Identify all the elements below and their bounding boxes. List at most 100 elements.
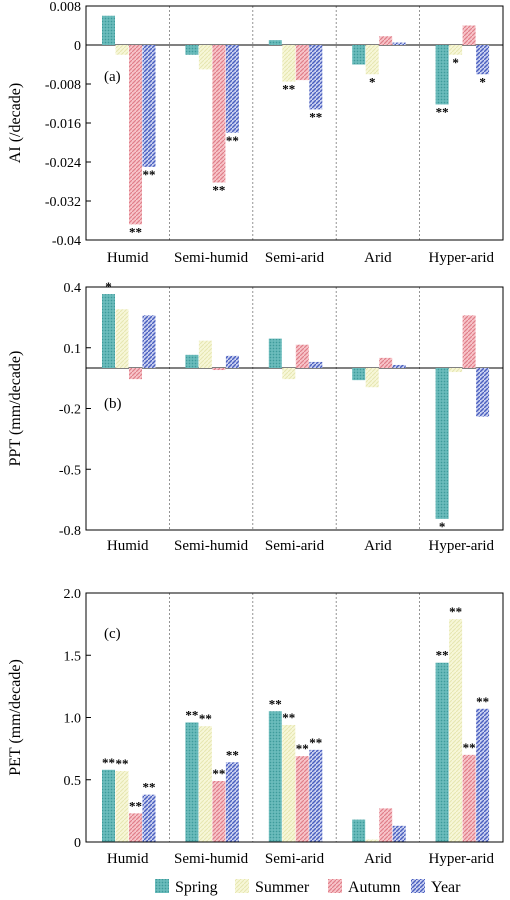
- significance-mark: **: [185, 707, 198, 722]
- panel-a: **** *************0.0080-0.008-0.016-0.02…: [7, 0, 504, 266]
- bar-autumn-hyper-arid: [462, 315, 476, 368]
- y-tick-label: 2.0: [64, 587, 82, 602]
- y-tick-label: -0.024: [45, 156, 81, 171]
- bar-autumn-hyper-arid: [462, 754, 476, 842]
- bar-summer-semi-humid: [198, 726, 212, 842]
- legend: Spring Summer Autumn Year: [155, 879, 461, 896]
- bar-year-semi-arid: [309, 45, 323, 110]
- bar-autumn-semi-arid: [295, 344, 309, 368]
- bar-autumn-arid: [379, 36, 393, 45]
- significance-mark: *: [439, 519, 446, 534]
- bar-autumn-arid: [379, 357, 393, 368]
- bar-spring-arid: [352, 368, 366, 381]
- category-label: Semi-humid: [174, 250, 249, 266]
- bar-year-hyper-arid: [476, 45, 490, 75]
- bar-summer-hyper-arid: [449, 368, 463, 373]
- bar-year-humid: [142, 794, 156, 842]
- bar-autumn-semi-humid: [212, 368, 226, 371]
- significance-mark: **: [282, 710, 295, 725]
- significance-mark: **: [436, 104, 449, 119]
- bar-year-semi-humid: [225, 355, 239, 368]
- category-label: Arid: [364, 851, 392, 867]
- bar-autumn-humid: [129, 368, 142, 380]
- bar-autumn-humid: [129, 813, 142, 842]
- significance-mark: **: [212, 766, 225, 781]
- significance-mark: **: [116, 756, 129, 771]
- y-tick-label: -0.5: [59, 463, 81, 478]
- category-label: Semi-humid: [174, 538, 249, 554]
- bar-spring-semi-arid: [268, 711, 282, 842]
- significance-mark: **: [296, 741, 309, 756]
- significance-mark: **: [199, 711, 212, 726]
- legend-label-spring: Spring: [175, 879, 218, 896]
- panel-label: (a): [104, 69, 121, 85]
- significance-mark: **: [129, 798, 142, 813]
- bar-spring-hyper-arid: [435, 45, 449, 105]
- significance-mark: **: [129, 224, 142, 239]
- bar-year-humid: [142, 315, 156, 368]
- bar-year-arid: [392, 364, 406, 368]
- panel-c: ************ ********** **********00.51.01…: [7, 587, 504, 867]
- bar-year-hyper-arid: [476, 368, 490, 417]
- panel-label: (c): [104, 626, 121, 642]
- y-tick-label: 1.0: [64, 712, 82, 727]
- bar-autumn-semi-arid: [295, 45, 309, 81]
- significance-mark: **: [309, 735, 322, 750]
- y-tick-label: -0.04: [52, 234, 81, 249]
- significance-mark: **: [226, 133, 239, 148]
- y-tick-label: 1.5: [64, 649, 82, 664]
- bar-autumn-arid: [379, 808, 393, 842]
- bar-summer-semi-humid: [198, 340, 212, 368]
- bar-spring-semi-humid: [185, 722, 199, 842]
- bar-spring-semi-humid: [185, 45, 199, 55]
- category-label: Hyper-arid: [429, 538, 495, 554]
- category-label: Arid: [364, 250, 392, 266]
- significance-mark: **: [463, 740, 476, 755]
- bar-summer-hyper-arid: [449, 45, 463, 55]
- bar-year-humid: [142, 45, 156, 167]
- legend-label-summer: Summer: [255, 879, 310, 896]
- y-tick-label: -0.8: [59, 524, 81, 539]
- y-tick-label: -0.032: [45, 195, 81, 210]
- y-axis-label: AI (/decade): [7, 83, 24, 163]
- bar-summer-arid: [365, 368, 379, 388]
- bar-summer-semi-arid: [282, 368, 296, 380]
- category-label: Semi-humid: [174, 851, 249, 867]
- significance-mark: *: [479, 74, 486, 89]
- significance-mark: **: [436, 648, 449, 663]
- bar-autumn-semi-humid: [212, 780, 226, 842]
- bar-year-semi-arid: [309, 361, 323, 368]
- bar-spring-semi-arid: [268, 338, 282, 368]
- significance-mark: **: [282, 82, 295, 97]
- category-label: Semi-arid: [265, 250, 325, 266]
- legend-label-year: Year: [431, 879, 461, 896]
- significance-mark: **: [476, 694, 489, 709]
- significance-mark: **: [143, 167, 156, 182]
- significance-mark: **: [269, 696, 282, 711]
- y-tick-label: 0.4: [64, 281, 82, 296]
- legend-swatch-summer: [235, 879, 249, 893]
- significance-mark: **: [212, 182, 225, 197]
- significance-mark: **: [143, 780, 156, 795]
- bar-year-arid: [392, 825, 406, 842]
- bar-summer-humid: [115, 771, 129, 842]
- bar-summer-arid: [365, 45, 379, 75]
- bar-year-arid: [392, 42, 406, 45]
- category-label: Humid: [107, 851, 149, 867]
- significance-mark: **: [226, 747, 239, 762]
- bar-spring-humid: [102, 769, 115, 842]
- bar-summer-semi-arid: [282, 45, 296, 82]
- bar-autumn-semi-humid: [212, 45, 226, 183]
- bar-autumn-humid: [129, 45, 142, 225]
- y-tick-label: -0.008: [45, 78, 81, 93]
- bar-summer-semi-humid: [198, 45, 212, 70]
- bar-summer-humid: [115, 309, 129, 368]
- bar-year-semi-humid: [225, 762, 239, 842]
- bar-summer-arid: [365, 839, 379, 842]
- y-tick-label: -0.2: [59, 403, 81, 418]
- significance-mark: **: [449, 604, 462, 619]
- bar-year-semi-humid: [225, 45, 239, 133]
- y-tick-label: 0.008: [50, 0, 82, 15]
